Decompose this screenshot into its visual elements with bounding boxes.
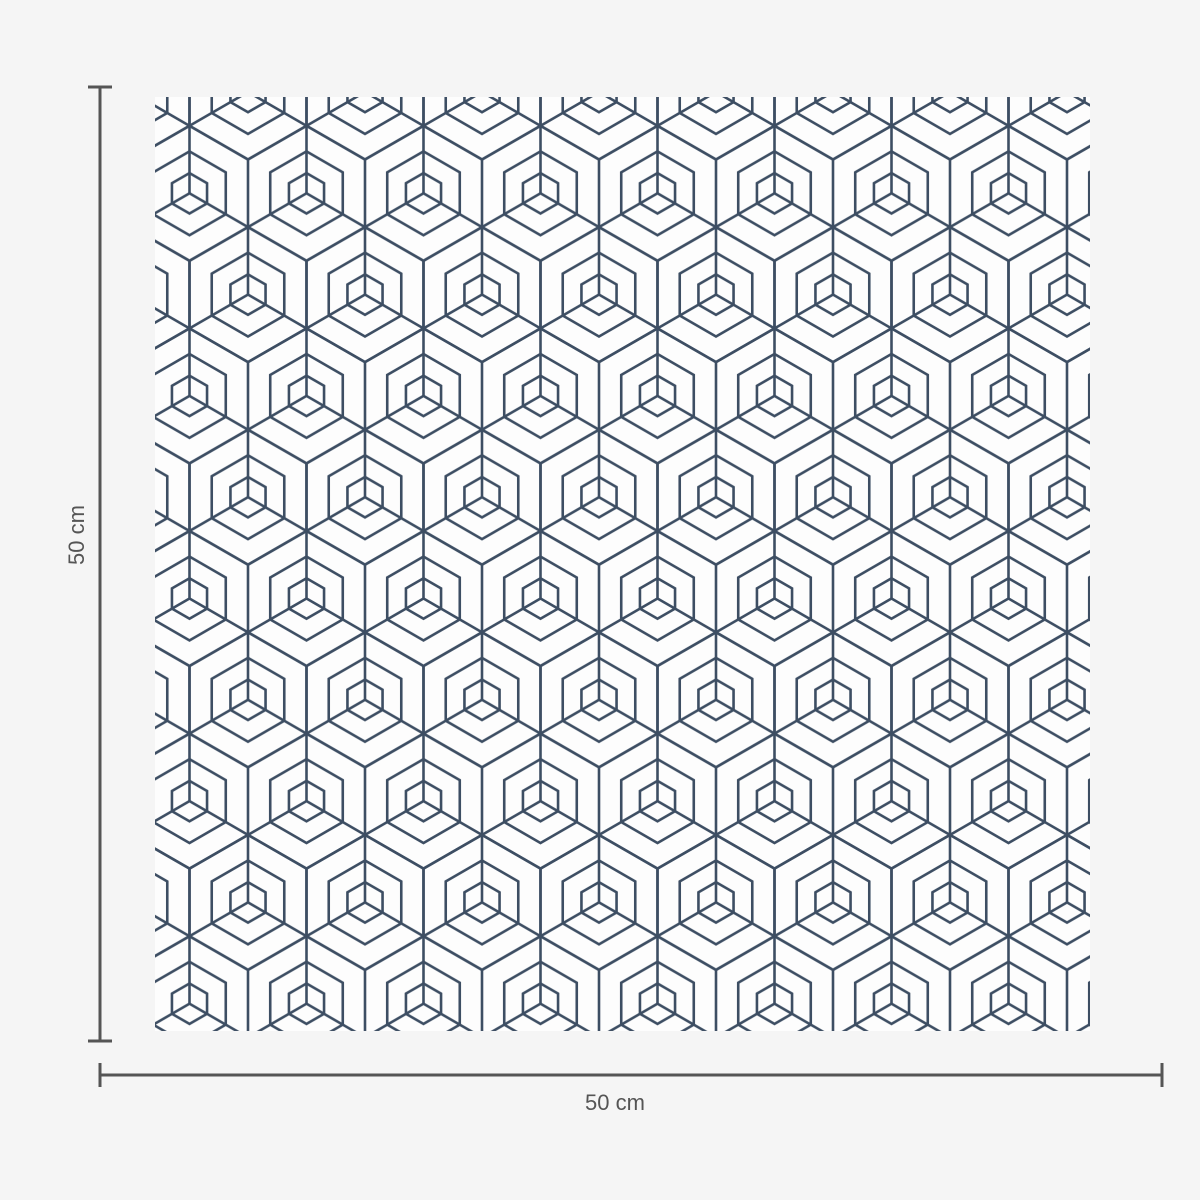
wallpaper-sample: [155, 97, 1090, 1031]
pattern-fill: [155, 97, 1090, 1031]
width-label: 50 cm: [585, 1090, 645, 1115]
height-label: 50 cm: [64, 505, 89, 565]
